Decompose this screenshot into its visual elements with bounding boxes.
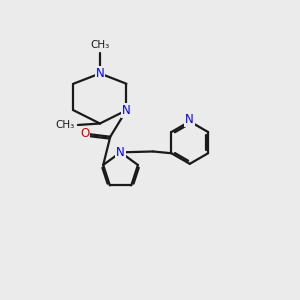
Text: O: O (80, 127, 89, 140)
Text: N: N (116, 146, 125, 159)
Text: N: N (185, 113, 194, 127)
Text: N: N (96, 67, 104, 80)
Text: CH₃: CH₃ (55, 120, 74, 130)
Text: CH₃: CH₃ (90, 40, 110, 50)
Text: N: N (122, 104, 131, 117)
